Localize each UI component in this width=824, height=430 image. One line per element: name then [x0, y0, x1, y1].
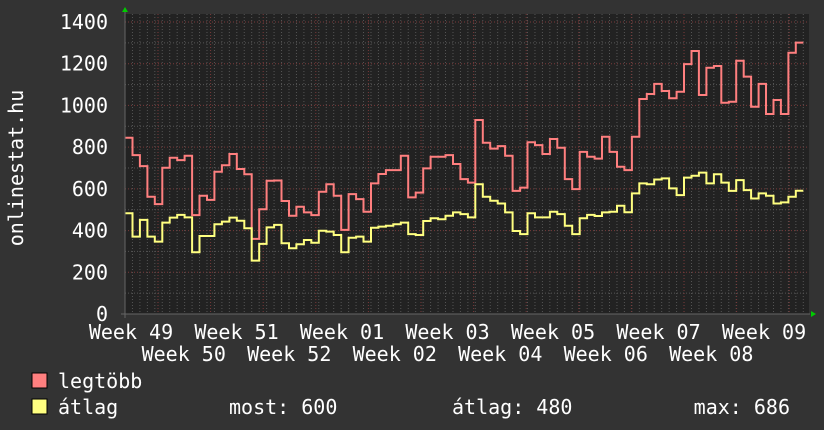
x-tick-label: Week 08 — [669, 342, 753, 366]
legend-swatch-atlag — [31, 398, 48, 415]
series-line-legtobb — [125, 41, 804, 240]
series-lines — [125, 41, 804, 262]
y-tick-label: 400 — [72, 219, 108, 243]
y-tick-label: 200 — [72, 260, 108, 284]
x-tick-label: Week 04 — [458, 342, 542, 366]
x-axis-arrow-icon — [811, 311, 816, 317]
y-tick-label: 600 — [72, 177, 108, 201]
x-tick-label: Week 03 — [405, 320, 489, 344]
legend-label-legtobb: legtöbb — [58, 369, 142, 393]
x-tick-label: Week 02 — [353, 342, 437, 366]
y-axis-label: onlinestat.hu — [4, 90, 28, 247]
y-tick-label: 0 — [96, 302, 108, 326]
y-tick-label: 1200 — [60, 52, 108, 76]
axes — [121, 7, 816, 318]
x-tick-label: Week 52 — [247, 342, 331, 366]
y-tick-labels: 0 200 400 600 800 1000 1200 1400 — [60, 10, 108, 326]
x-tick-label: Week 01 — [300, 320, 384, 344]
stat-max: max: 686 — [694, 395, 790, 419]
stat-atlag: átlag: 480 — [452, 395, 572, 419]
x-tick-label: Week 09 — [722, 320, 806, 344]
legend-swatch-legtobb — [31, 372, 48, 389]
x-tick-label: Week 51 — [194, 320, 278, 344]
x-tick-label: Week 07 — [616, 320, 700, 344]
y-tick-label: 1400 — [60, 10, 108, 34]
x-tick-label: Week 49 — [89, 320, 173, 344]
y-tick-label: 800 — [72, 135, 108, 159]
y-tick-label: 1000 — [60, 93, 108, 117]
stat-most: most: 600 — [229, 395, 337, 419]
x-tick-label: Week 05 — [511, 320, 595, 344]
series-line-atlag — [125, 171, 804, 262]
legend-label-atlag: átlag — [58, 395, 118, 419]
x-tick-label: Week 06 — [564, 342, 648, 366]
y-axis-arrow-icon — [122, 7, 128, 12]
x-tick-label: Week 50 — [142, 342, 226, 366]
